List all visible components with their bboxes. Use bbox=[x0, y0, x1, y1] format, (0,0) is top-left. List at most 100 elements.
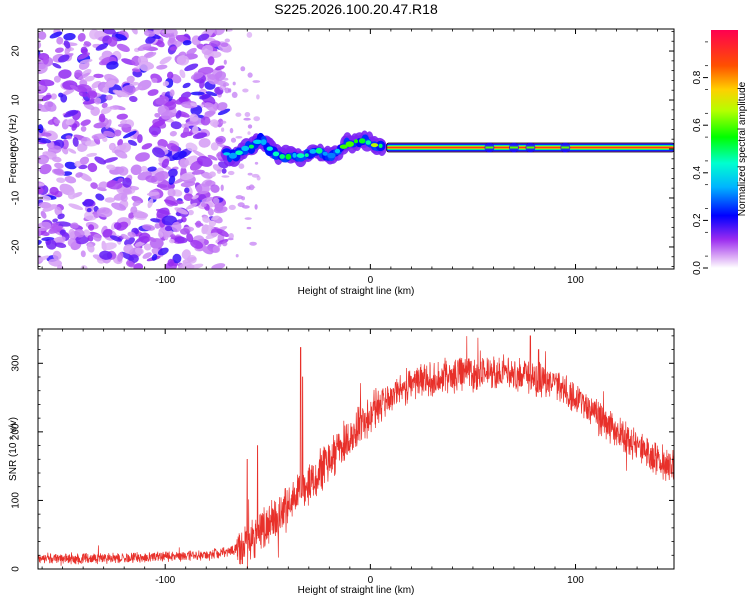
ridge-peak bbox=[253, 139, 262, 144]
noise-blob bbox=[168, 175, 176, 185]
noise-blob bbox=[93, 122, 107, 129]
noise-blob bbox=[68, 203, 84, 211]
noise-blob bbox=[105, 94, 113, 101]
noise-blob bbox=[106, 164, 116, 171]
noise-blob bbox=[77, 84, 92, 93]
noise-blob bbox=[72, 137, 79, 147]
noise-blob bbox=[247, 131, 251, 135]
noise-blob bbox=[58, 69, 72, 79]
noise-blob bbox=[154, 112, 161, 118]
noise-blob bbox=[102, 86, 109, 94]
noise-blob bbox=[184, 63, 199, 72]
noise-blob bbox=[41, 132, 52, 137]
snr-frame bbox=[37, 328, 675, 570]
noise-blob bbox=[89, 29, 100, 40]
noise-blob bbox=[87, 235, 94, 242]
noise-blob bbox=[256, 94, 260, 100]
noise-blob bbox=[156, 64, 168, 70]
noise-blob bbox=[98, 181, 108, 189]
noise-blob bbox=[142, 252, 152, 259]
noise-blob bbox=[38, 240, 42, 246]
noise-blob bbox=[114, 90, 130, 98]
noise-blob bbox=[252, 80, 261, 83]
noise-blob bbox=[54, 47, 64, 53]
noise-blob bbox=[79, 156, 90, 165]
noise-blob bbox=[162, 81, 170, 87]
noise-blob bbox=[150, 218, 162, 223]
noise-blob bbox=[243, 117, 251, 121]
spectrogram-noise bbox=[38, 29, 261, 269]
noise-blob bbox=[253, 116, 260, 122]
noise-blob bbox=[198, 138, 211, 148]
noise-blob bbox=[106, 61, 119, 70]
noise-blob bbox=[155, 95, 169, 105]
noise-blob bbox=[122, 188, 133, 194]
colorbar-tick-label: 0.8 bbox=[692, 70, 703, 84]
spectrogram-ridge bbox=[220, 130, 674, 168]
noise-blob bbox=[216, 118, 224, 128]
noise-blob bbox=[157, 231, 164, 238]
noise-blob bbox=[39, 163, 52, 175]
noise-blob bbox=[69, 84, 83, 93]
noise-blob bbox=[54, 242, 67, 248]
noise-blob bbox=[128, 212, 135, 219]
ridge-peak bbox=[354, 139, 358, 144]
noise-blob bbox=[163, 199, 178, 206]
spectrogram-ytick-label: -10 bbox=[11, 190, 22, 205]
noise-blob bbox=[50, 93, 57, 100]
noise-blob bbox=[149, 237, 157, 243]
noise-blob bbox=[209, 119, 219, 127]
noise-blob bbox=[240, 66, 246, 72]
noise-blob bbox=[104, 80, 116, 88]
noise-blob bbox=[197, 155, 213, 167]
noise-blob bbox=[224, 87, 230, 94]
noise-blob bbox=[139, 61, 151, 72]
noise-blob bbox=[77, 72, 91, 80]
noise-blob bbox=[121, 233, 130, 240]
noise-blob bbox=[91, 133, 107, 140]
noise-blob bbox=[200, 116, 211, 126]
noise-blob bbox=[126, 75, 135, 84]
noise-blob bbox=[154, 170, 169, 182]
ridge-peak bbox=[327, 152, 336, 159]
noise-blob bbox=[190, 102, 198, 108]
noise-blob bbox=[63, 110, 79, 118]
noise-blob bbox=[179, 69, 186, 79]
noise-blob bbox=[206, 73, 217, 80]
noise-blob bbox=[203, 111, 215, 119]
noise-blob bbox=[106, 180, 123, 190]
noise-blob bbox=[221, 127, 225, 132]
noise-blob bbox=[147, 89, 159, 96]
noise-blob bbox=[161, 158, 170, 169]
noise-blob bbox=[38, 79, 55, 87]
noise-blob bbox=[71, 123, 78, 131]
noise-blob bbox=[200, 202, 207, 208]
noise-blob bbox=[230, 137, 237, 143]
noise-blob bbox=[174, 236, 188, 244]
noise-blob bbox=[176, 55, 190, 66]
noise-blob bbox=[172, 150, 187, 161]
noise-blob bbox=[44, 101, 57, 112]
noise-blob bbox=[93, 233, 102, 242]
noise-blob bbox=[191, 169, 205, 175]
noise-blob bbox=[40, 210, 47, 219]
noise-blob bbox=[58, 54, 70, 63]
noise-blob bbox=[56, 36, 64, 45]
noise-blob bbox=[152, 147, 165, 158]
noise-blob bbox=[192, 132, 208, 139]
noise-blob bbox=[231, 91, 238, 98]
noise-blob bbox=[52, 250, 62, 261]
noise-blob bbox=[155, 40, 165, 48]
noise-blob bbox=[161, 215, 177, 226]
noise-blob bbox=[82, 201, 88, 206]
spectrogram-content bbox=[38, 29, 674, 269]
noise-blob bbox=[83, 102, 95, 111]
noise-blob bbox=[180, 91, 192, 99]
noise-blob bbox=[48, 258, 63, 267]
noise-blob bbox=[254, 161, 259, 165]
noise-blob bbox=[143, 243, 152, 251]
noise-blob bbox=[246, 31, 253, 38]
noise-blob bbox=[151, 120, 166, 128]
snr-xtick-label: 100 bbox=[567, 575, 584, 586]
noise-blob bbox=[38, 154, 50, 165]
